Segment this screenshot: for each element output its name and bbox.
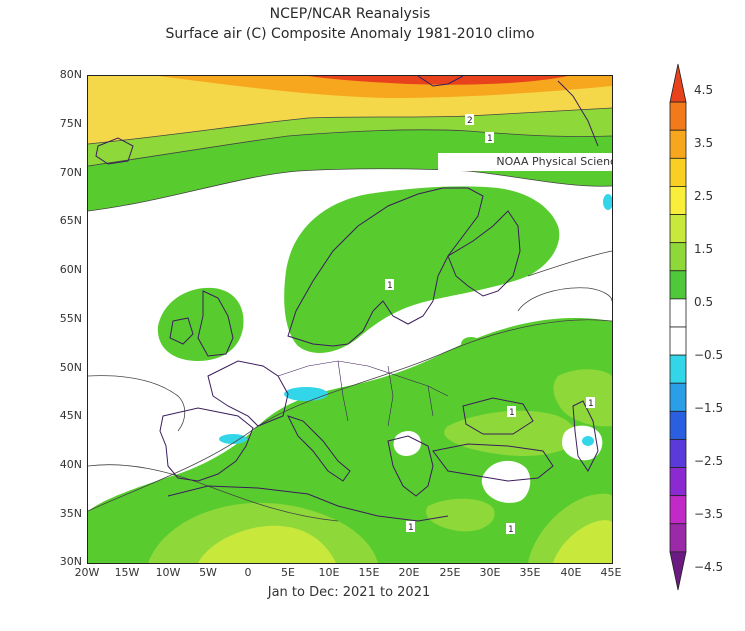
credit-label: NOAA Physical Sciences Laboratory — [438, 153, 612, 171]
colorbar-label: 0.5 — [694, 295, 714, 309]
colorbar-label: −1.5 — [694, 401, 724, 415]
caspian-neutral-hole — [562, 425, 603, 461]
colorbar-segment — [669, 157, 687, 187]
colorbar-label: 1.5 — [694, 242, 714, 256]
colorbar-segment — [669, 186, 687, 215]
colorbar-segment — [669, 495, 687, 525]
lon-label: 20W — [74, 566, 100, 579]
finland-coastline — [447, 210, 521, 297]
lat-label: 50N — [59, 361, 82, 374]
lon-label: 0 — [244, 566, 252, 579]
colorbar-segment — [669, 326, 687, 356]
balkans-neutral-hole — [393, 430, 422, 456]
france-coastline — [207, 360, 289, 427]
iceland-coastline — [95, 137, 134, 165]
north-africa-coastline — [167, 485, 449, 522]
caspian-anomaly-cyan — [582, 436, 594, 446]
lat-label: 55N — [59, 312, 82, 325]
anomaly-map: 2 1 1 1 1 1 1 NOAA Physical Sciences Lab… — [87, 75, 613, 564]
ireland-coastline — [169, 317, 194, 345]
colorbar-label: −0.5 — [694, 348, 724, 362]
colorbar-segment — [669, 298, 687, 328]
colorbar-label: 4.5 — [694, 83, 714, 97]
spain-anomaly-cyan — [219, 434, 247, 444]
colorbar — [669, 63, 687, 591]
contour-label-1: 1 — [509, 408, 515, 418]
great-britain-coastline — [197, 290, 234, 357]
turkey-neutral-hole — [481, 460, 531, 503]
contour-label-1: 1 — [487, 134, 493, 144]
lat-label: 45N — [59, 409, 82, 422]
iberia-coastline — [159, 407, 254, 482]
lat-label: 60N — [59, 263, 82, 276]
lat-label: 40N — [59, 458, 82, 471]
contour-label-1: 1 — [387, 281, 393, 291]
balkans-coastline — [387, 435, 434, 497]
colorbar-label: −2.5 — [694, 454, 724, 468]
lat-label: 75N — [59, 117, 82, 130]
lon-label: 25E — [439, 566, 461, 579]
colorbar-label: −3.5 — [694, 507, 724, 521]
colorbar-segment — [669, 129, 687, 159]
lon-label: 15W — [114, 566, 140, 579]
map-title: NCEP/NCAR Reanalysis — [269, 6, 431, 22]
lon-label: 5W — [199, 566, 217, 579]
lat-label: 30N — [59, 555, 82, 568]
north-africa-anomaly-yellowgreen — [198, 525, 336, 563]
contour-label-1: 1 — [588, 399, 594, 409]
colorbar-segment — [669, 242, 687, 272]
turkey-coastline — [432, 443, 554, 482]
arctic-anomaly-red — [308, 76, 568, 85]
colorbar-segment — [669, 551, 687, 591]
coastlines — [95, 76, 599, 522]
colorbar-segment — [669, 354, 687, 384]
lon-label: 35E — [519, 566, 541, 579]
lat-label: 35N — [59, 507, 82, 520]
contour-label-1: 1 — [508, 525, 514, 535]
alps-anomaly-cyan — [284, 387, 328, 401]
colorbar-segment — [669, 467, 687, 497]
svalbard-coastline — [417, 76, 464, 87]
italy-coastline — [287, 415, 351, 482]
lon-label: 20E — [398, 566, 420, 579]
colorbar-segment — [669, 439, 687, 468]
colorbar-label: 3.5 — [694, 136, 714, 150]
colorbar-segment — [669, 382, 687, 412]
contour-label-1: 1 — [408, 523, 414, 533]
lon-label: 15E — [358, 566, 380, 579]
east-anomaly-lightgreen — [553, 369, 612, 427]
contour-label-2: 2 — [467, 116, 473, 126]
map-canvas: 2 1 1 1 1 1 1 — [88, 76, 612, 563]
urals-anomaly-cyan — [603, 194, 612, 210]
novaya-zemlya-coastline — [557, 80, 599, 147]
colorbar-label: 2.5 — [694, 189, 714, 203]
black-sea-coastline — [462, 397, 534, 435]
map-subtitle: Surface air (C) Composite Anomaly 1981-2… — [165, 26, 535, 42]
lon-label: 45E — [600, 566, 622, 579]
colorbar-segment — [669, 270, 687, 300]
caspian-coastline — [572, 400, 599, 472]
lon-label: 10W — [155, 566, 181, 579]
lat-label: 65N — [59, 214, 82, 227]
period-label: Jan to Dec: 2021 to 2021 — [267, 585, 431, 600]
colorbar-label: −4.5 — [694, 560, 724, 574]
east-europe-borders — [337, 360, 434, 427]
colorbar-segment — [669, 63, 687, 103]
colorbar-segment — [669, 523, 687, 553]
lon-label: 40E — [560, 566, 582, 579]
lon-label: 30E — [479, 566, 501, 579]
middle-east-anomaly-yellowgreen — [553, 520, 612, 563]
colorbar-segment — [669, 101, 687, 131]
levant-anomaly-lightgreen — [426, 498, 495, 532]
colorbar-segment — [669, 410, 687, 440]
contour-label-group: 2 1 1 1 1 1 1 — [385, 114, 595, 535]
lon-label: 10E — [318, 566, 340, 579]
lat-label: 80N — [59, 68, 82, 81]
lon-label: 5E — [281, 566, 295, 579]
colorbar-segment — [669, 214, 687, 244]
lat-label: 70N — [59, 166, 82, 179]
